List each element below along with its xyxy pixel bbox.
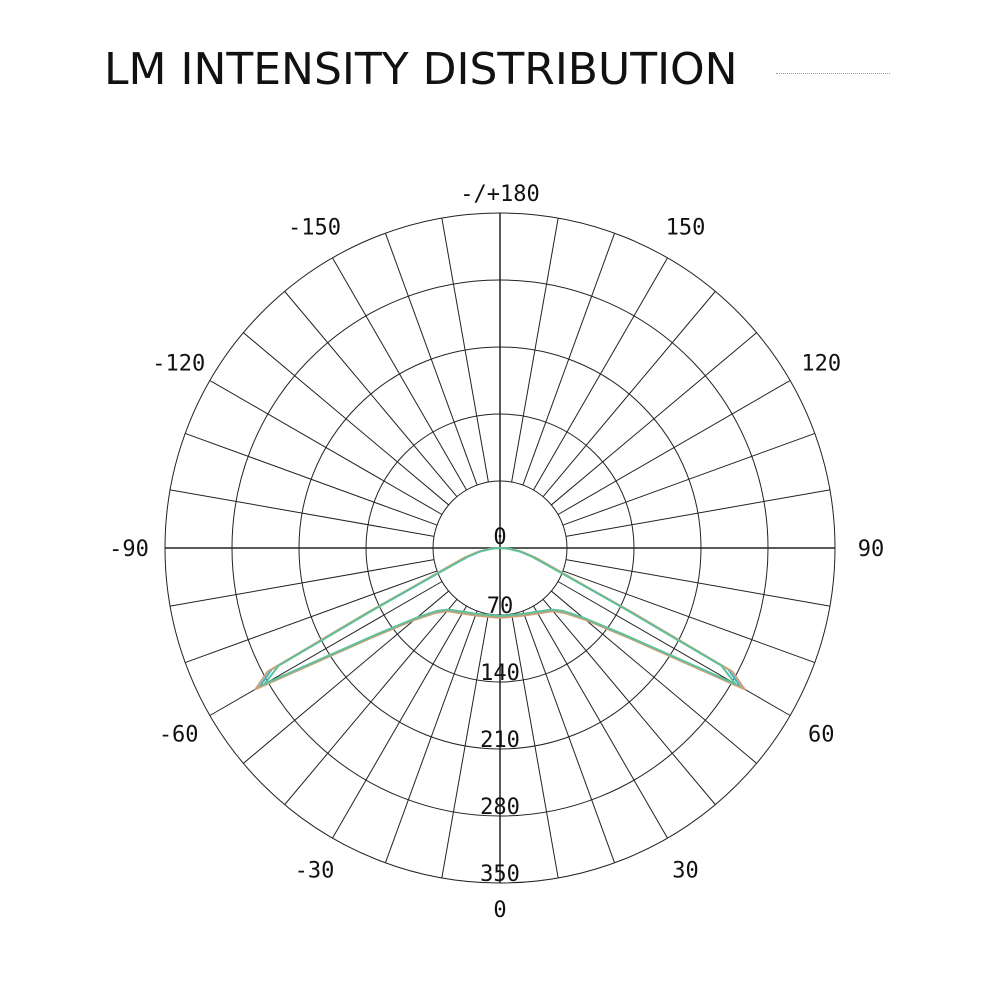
grid-spoke [384,233,478,486]
radial-tick-label: 350 [480,862,520,887]
grid-spoke [511,218,559,483]
grid-spoke [533,605,668,839]
grid-spoke [441,613,489,878]
angle-label: -150 [288,216,341,241]
angle-label: -/+180 [460,182,539,207]
angle-label: 30 [672,858,699,883]
grid-spoke [533,257,668,491]
grid-spoke [209,380,443,515]
radial-tick-label: 70 [487,594,514,619]
grid-spoke [441,218,489,483]
angle-label: -30 [295,858,335,883]
grid-spoke [185,432,438,526]
grid-spoke [384,610,478,863]
grid-spoke [562,570,815,664]
polar-grid [164,212,836,884]
radial-tick-label: 140 [480,661,520,686]
grid-spoke [170,559,435,607]
angle-label: -90 [109,537,149,562]
radial-tick-label: 210 [480,728,520,753]
grid-spoke [284,599,458,805]
angle-label: 150 [666,216,706,241]
title-divider [776,73,890,74]
angle-label: 90 [858,537,885,562]
intensity-curves [254,547,746,691]
grid-spoke [511,613,559,878]
grid-spoke [170,489,435,537]
grid-spoke [542,599,716,805]
angle-label: 60 [808,723,835,748]
grid-spoke [551,332,757,506]
grid-spoke [522,233,616,486]
angle-label: 0 [493,898,506,923]
grid-spoke [243,332,449,506]
grid-spoke [542,291,716,497]
grid-spoke [185,570,438,664]
grid-spoke [522,610,616,863]
grid-spoke [332,257,467,491]
grid-spoke [557,380,791,515]
radial-tick-label: 0 [493,525,506,550]
radial-tick-label: 280 [480,795,520,820]
grid-spoke [562,432,815,526]
grid-spoke [209,581,443,716]
angle-label: -60 [159,723,199,748]
grid-spoke [284,291,458,497]
angle-label: -120 [152,352,205,377]
grid-spoke [565,489,830,537]
grid-spoke [565,559,830,607]
grid-spoke [332,605,467,839]
page-title: LM INTENSITY DISTRIBUTION [104,44,738,95]
angle-label: 120 [801,352,841,377]
polar-labels: 0 30 60 90 120 150 -/+180 -30 -60 -90 -120 -150 0 70 1… [109,182,884,923]
grid-spoke [557,581,791,716]
intensity-curve-c90 [263,547,737,685]
